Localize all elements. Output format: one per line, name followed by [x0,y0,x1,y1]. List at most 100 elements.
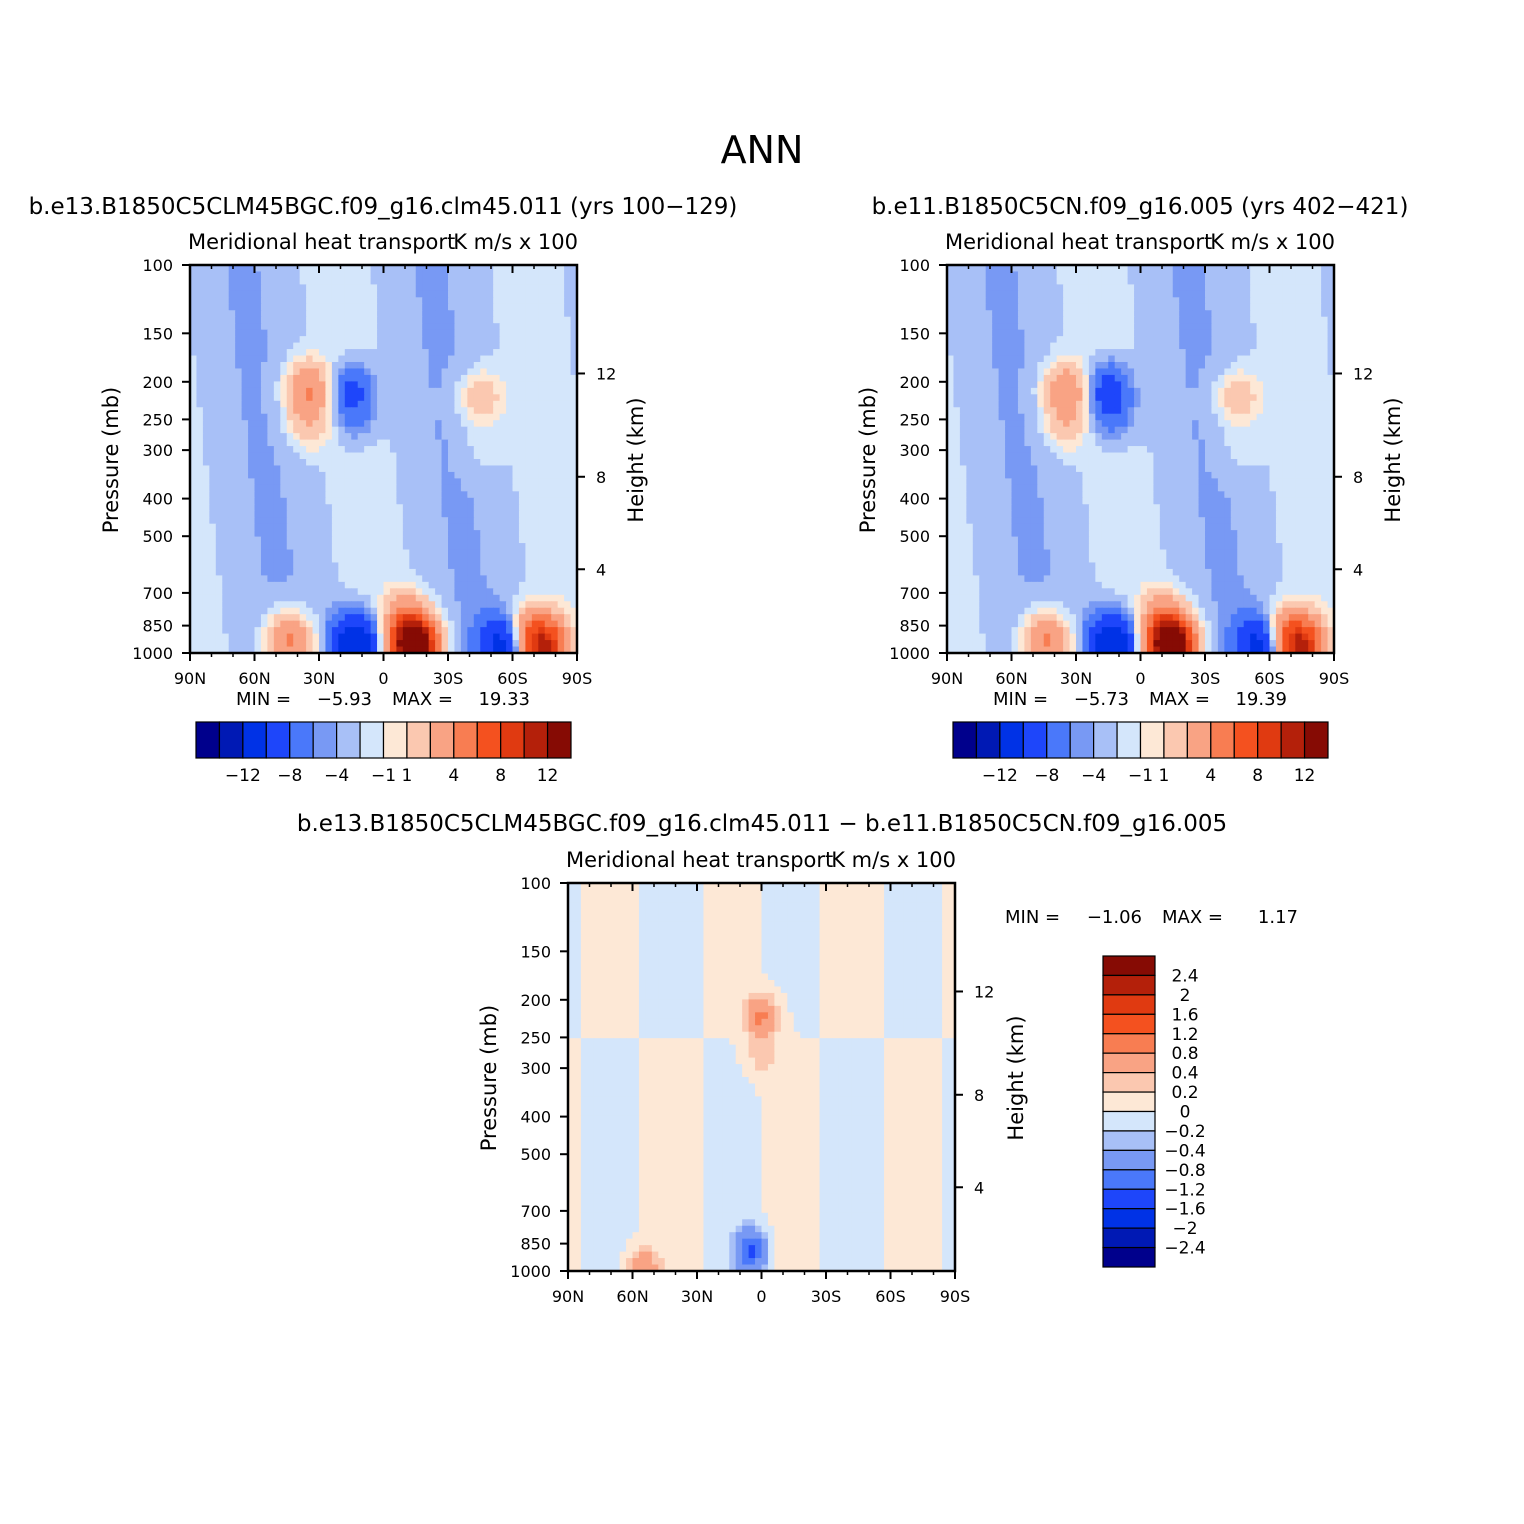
contour-cell [1043,303,1051,311]
contour-cell [1295,381,1303,389]
contour-cell [1101,271,1109,279]
contour-cell [312,497,320,505]
contour-cell [998,368,1006,376]
contour-cell [1205,387,1213,395]
contour-cell [402,446,410,454]
contour-cell [448,355,456,363]
contour-cell [564,381,572,389]
contour-cell [299,362,307,370]
contour-cell [202,303,210,311]
contour-cell [531,471,539,479]
contour-cell [435,633,443,641]
contour-cell [422,433,430,441]
contour-cell [1308,362,1316,370]
contour-cell [448,588,456,596]
contour-cell [428,510,436,518]
contour-cell [286,355,294,363]
contour-cell [222,323,230,331]
contour-cell [1256,381,1264,389]
contour-cell [1172,284,1180,292]
y-tick-label: 400 [142,490,173,509]
contour-cell [493,484,501,492]
contour-cell [544,459,552,467]
contour-cell [377,284,385,292]
contour-cell [525,594,533,602]
contour-cell [357,426,365,434]
contour-cell [1237,374,1245,382]
contour-cell [306,556,314,564]
contour-cell [260,374,268,382]
contour-cell [441,439,449,447]
contour-cell [293,271,301,279]
contour-cell [293,562,301,570]
contour-cell [473,523,481,531]
contour-cell [467,329,475,337]
contour-cell [518,316,526,324]
contour-cell [448,342,456,350]
contour-cell [351,394,359,402]
contour-cell [531,426,539,434]
contour-cell [972,394,980,402]
contour-cell [1095,387,1103,395]
contour-cell [1121,265,1129,273]
contour-cell [260,633,268,641]
contour-cell [480,316,488,324]
contour-cell [280,536,288,544]
contour-cell [396,504,404,512]
contour-cell [551,614,559,622]
contour-cell [254,633,262,641]
contour-cell [1301,277,1309,285]
contour-cell [377,484,385,492]
contour-cell [396,581,404,589]
contour-cell [441,594,449,602]
contour-cell [370,549,378,557]
contour-cell [435,400,443,408]
contour-cell [441,271,449,279]
contour-cell [209,530,217,538]
contour-cell [377,646,385,653]
contour-cell [557,323,565,331]
contour-cell [1224,310,1232,318]
contour-cell [306,310,314,318]
contour-cell [1140,297,1148,305]
contour-cell [357,523,365,531]
contour-cell [209,387,217,395]
contour-cell [273,536,281,544]
contour-cell [1146,362,1154,370]
contour-cell [312,355,320,363]
contour-cell [293,517,301,525]
contour-cell [506,556,514,564]
contour-cell [241,323,249,331]
contour-cell [299,646,307,653]
contour-cell [557,407,565,415]
contour-cell [953,284,961,292]
contour-cell [1295,394,1303,402]
contour-cell [538,349,546,357]
contour-cell [972,323,980,331]
contour-cell [215,536,223,544]
contour-cell [280,510,288,518]
contour-cell [441,362,449,370]
contour-cell [370,407,378,415]
x-tick-label: 90N [174,669,206,688]
contour-cell [512,581,520,589]
contour-cell [383,549,391,557]
contour-cell [286,536,294,544]
contour-cell [570,394,577,402]
contour-cell [1192,277,1200,285]
contour-cell [260,400,268,408]
contour-cell [377,407,385,415]
contour-cell [415,362,423,370]
contour-cell [1263,316,1271,324]
contour-cell [992,336,1000,344]
contour-cell [293,420,301,428]
contour-cell [196,562,204,570]
contour-cell [202,536,210,544]
contour-cell [454,426,462,434]
contour-cell [531,329,539,337]
contour-cell [985,387,993,395]
contour-cell [331,284,339,292]
y-tick-label: 150 [142,324,173,343]
contour-cell [1172,336,1180,344]
contour-cell [551,284,559,292]
